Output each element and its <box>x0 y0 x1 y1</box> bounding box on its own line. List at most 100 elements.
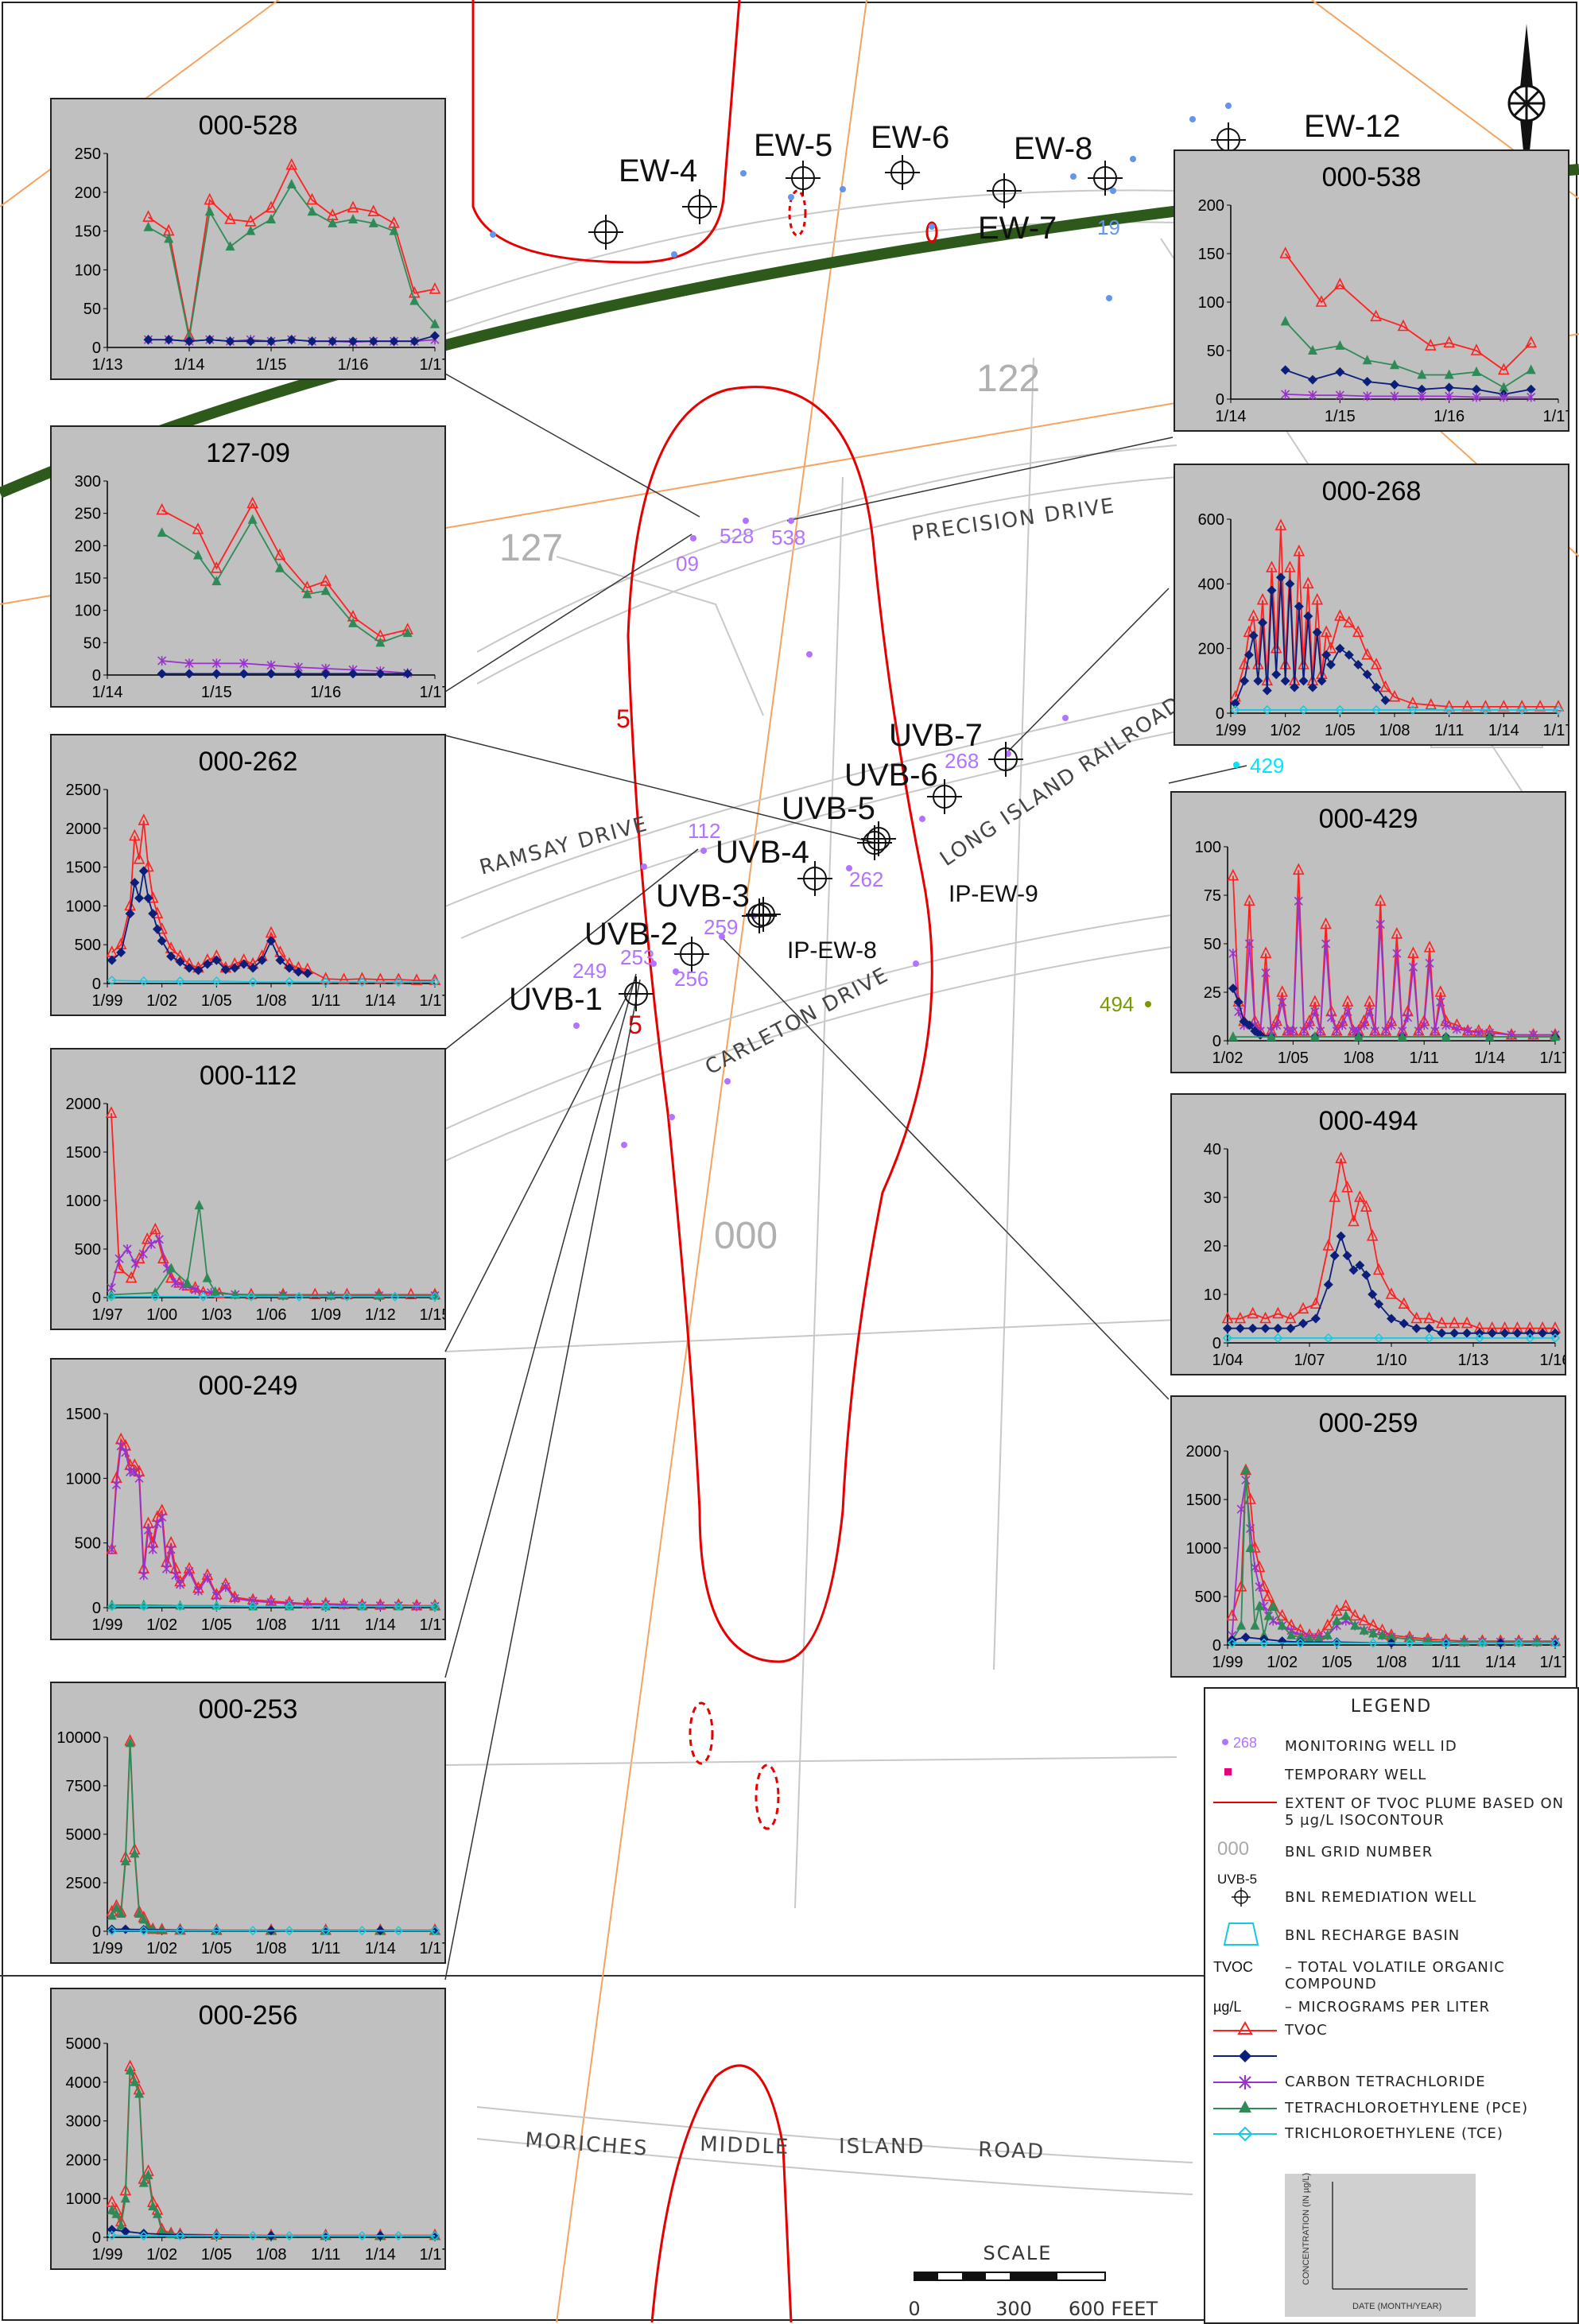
x-tick-label: 1/99 <box>1212 1654 1243 1671</box>
data-point <box>1322 939 1330 949</box>
series-tvoc <box>107 815 440 984</box>
x-tick-label: 1/14 <box>365 992 396 1010</box>
x-tick-label: 1/06 <box>256 1306 287 1324</box>
data-point <box>1303 611 1313 621</box>
legend-panel: LEGEND 268 000 UVB-5 TVOC µg/L CONCENTRA… <box>1204 1687 1579 2324</box>
y-tick-label: 0 <box>92 976 101 993</box>
series-line <box>1232 1470 1555 1641</box>
data-point <box>115 1254 123 1263</box>
data-point <box>131 1259 139 1268</box>
y-tick-label: 25 <box>1204 984 1221 1002</box>
data-point <box>1281 248 1290 258</box>
data-point <box>112 1480 120 1489</box>
grid-number-127: 127 <box>499 527 563 569</box>
label-ew-8: EW-8 <box>1014 131 1092 166</box>
data-point <box>266 214 276 223</box>
contour-label-5-south: 5 <box>628 1011 642 1039</box>
chart-title: 000-112 <box>200 1061 297 1091</box>
data-point <box>1281 365 1290 374</box>
data-point <box>1337 1232 1346 1241</box>
y-tick-label: 0 <box>92 339 101 357</box>
data-point <box>1249 630 1259 640</box>
legend-item-tvoc-def: – TOTAL VOLATILE ORGANIC COMPOUND <box>1285 1959 1571 1992</box>
data-point <box>248 514 258 524</box>
series-line <box>1233 870 1555 1034</box>
data-point <box>117 1441 125 1451</box>
y-tick-label: 10000 <box>56 1729 101 1747</box>
y-tick-label: 40 <box>1204 1141 1221 1158</box>
data-point <box>1437 1329 1446 1338</box>
well-crosshair-icon <box>682 189 717 224</box>
x-tick-label: 1/02 <box>146 2246 177 2264</box>
x-tick-label: 1/05 <box>201 2246 232 2264</box>
y-tick-label: 0 <box>92 1290 101 1307</box>
road-island: ISLAND <box>839 2135 925 2159</box>
data-point <box>185 1566 193 1576</box>
data-point <box>1290 682 1299 692</box>
series-ct <box>1228 1476 1559 1647</box>
x-tick-label: 1/12 <box>365 1306 396 1324</box>
data-point <box>1245 939 1253 949</box>
data-point <box>1268 1600 1278 1610</box>
data-point <box>149 1545 157 1554</box>
legend-sample-uvb: UVB-5 <box>1217 1872 1257 1887</box>
y-tick-label: 1500 <box>66 1406 102 1423</box>
data-point <box>1262 968 1270 978</box>
legend-pce-marker <box>1239 2101 1251 2113</box>
data-point <box>1231 699 1240 708</box>
chart-title: 000-538 <box>1322 162 1422 192</box>
plume-dashed-1 <box>690 1703 712 1763</box>
chart-title: 000-256 <box>199 2000 298 2031</box>
data-point <box>1248 1308 1258 1317</box>
label-uvb-4: UVB-4 <box>716 835 809 870</box>
data-point <box>107 2225 117 2234</box>
series-tvoc <box>1228 864 1560 1038</box>
series-tvoc <box>157 498 413 640</box>
y-tick-label: 1000 <box>66 898 102 915</box>
ew-dots <box>490 103 1232 301</box>
data-point <box>184 669 194 678</box>
road-middle: MIDDLE <box>700 2132 790 2159</box>
grid-number-000: 000 <box>714 1215 778 1257</box>
data-point <box>1236 1620 1246 1630</box>
data-point <box>203 1273 212 1282</box>
x-tick-label: 1/14 <box>1485 1654 1516 1671</box>
data-point <box>321 585 331 595</box>
series-line <box>112 980 435 982</box>
legend-sample-tvoc: TVOC <box>1213 1959 1253 1975</box>
x-tick-label: 1/14 <box>365 2246 396 2264</box>
data-point <box>1308 375 1317 385</box>
series-tce <box>108 976 439 986</box>
y-tick-label: 100 <box>75 603 101 620</box>
x-tick-label: 1/11 <box>1434 722 1464 739</box>
data-point <box>134 894 144 903</box>
data-point <box>1527 364 1536 374</box>
x-tick-label: 1/07 <box>1294 1352 1325 1369</box>
y-tick-label: 600 <box>1198 511 1224 529</box>
label-ew-4: EW-4 <box>619 153 697 188</box>
x-tick-label: 1/08 <box>1343 1049 1374 1067</box>
y-tick-label: 0 <box>1212 1335 1221 1352</box>
data-point <box>1381 696 1391 705</box>
y-tick-label: 0 <box>1216 391 1224 409</box>
y-tick-label: 500 <box>75 937 101 954</box>
label-ew-7: EW-7 <box>978 211 1057 246</box>
scale-tick-300: 300 <box>995 2298 1032 2320</box>
x-tick-label: 1/17 <box>420 992 444 1010</box>
x-tick-label: 1/02 <box>146 1940 177 1957</box>
x-tick-label: 1/17 <box>420 2246 444 2264</box>
chart-title: 000-494 <box>1319 1106 1418 1136</box>
data-point <box>1335 340 1344 350</box>
data-point <box>1308 682 1317 692</box>
data-point <box>1399 1319 1409 1329</box>
y-tick-label: 4000 <box>66 2074 102 2092</box>
legend-item-grid-number: BNL GRID NUMBER <box>1285 1844 1571 1860</box>
data-point <box>1462 1329 1472 1338</box>
plume-dashed-2 <box>756 1765 778 1829</box>
y-tick-label: 200 <box>75 184 101 202</box>
data-point <box>1426 958 1434 968</box>
x-tick-label: 1/99 <box>92 992 123 1010</box>
